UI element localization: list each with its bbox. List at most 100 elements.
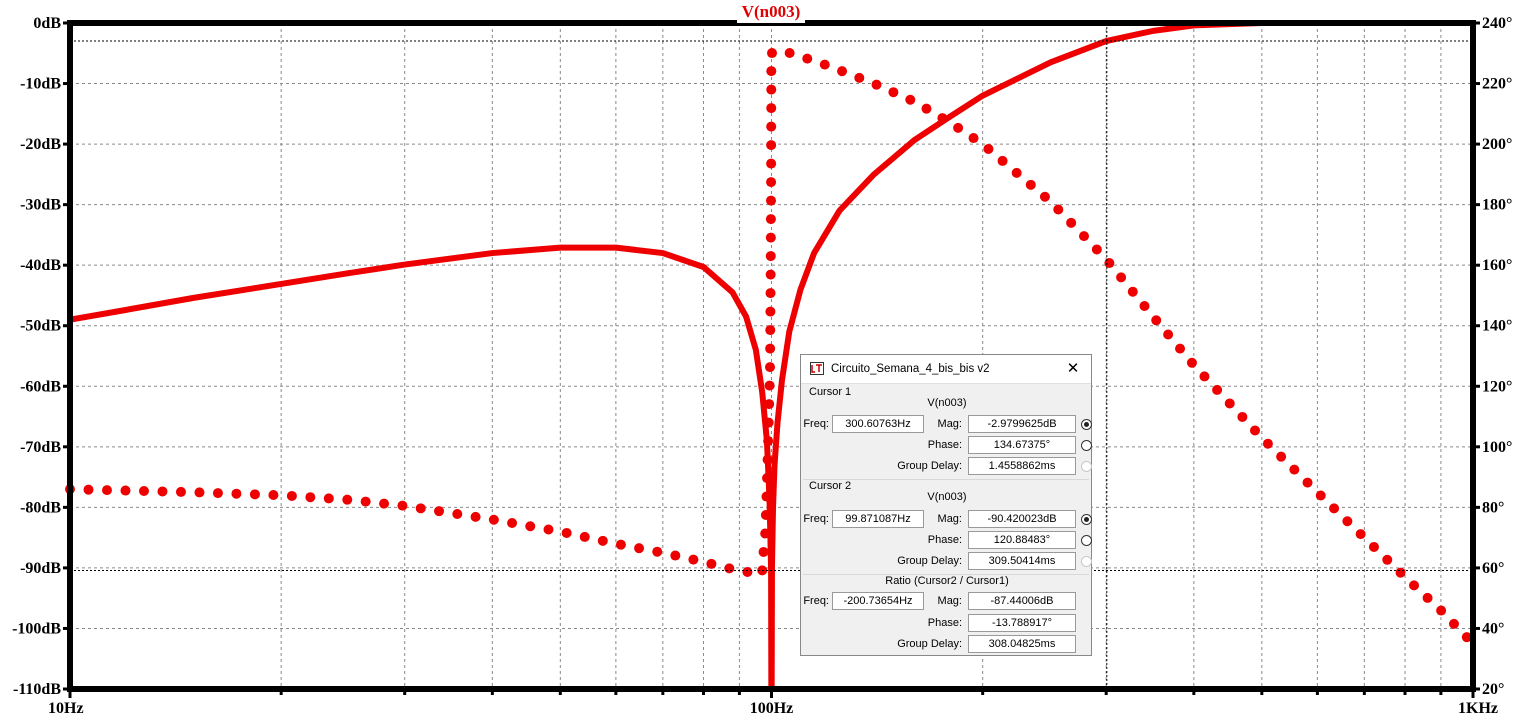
phase-trace-point bbox=[763, 417, 774, 428]
cursor1-mag-radio[interactable] bbox=[1081, 419, 1092, 430]
phase-trace-point bbox=[561, 527, 572, 538]
ratio-freq-field[interactable]: -200.73654Hz bbox=[832, 592, 924, 610]
phase-trace-point bbox=[760, 528, 771, 539]
cursor2-gd-label: Group Delay: bbox=[897, 555, 962, 567]
x-tick-label: 10Hz bbox=[48, 700, 84, 717]
cursor2-gd-field[interactable]: 309.50414ms bbox=[968, 552, 1076, 570]
phase-trace-point bbox=[1091, 244, 1102, 255]
phase-trace-point bbox=[1289, 464, 1300, 475]
cursor2-phase-field[interactable]: 120.88483° bbox=[968, 531, 1076, 549]
phase-trace-point bbox=[1368, 541, 1379, 552]
cursor1-gd-field[interactable]: 1.4558862ms bbox=[968, 457, 1076, 475]
phase-trace-point bbox=[543, 524, 554, 535]
phase-trace-point bbox=[634, 543, 645, 554]
y-left-tick-label: -70dB bbox=[20, 439, 61, 456]
phase-trace-point bbox=[765, 195, 776, 206]
cursor1-phase-radio[interactable] bbox=[1081, 440, 1092, 451]
phase-trace-point bbox=[670, 550, 681, 561]
phase-trace-point bbox=[1237, 411, 1248, 422]
cursor-dialog[interactable]: Circuito_Semana_4_bis_bis v2 ✕ Cursor 1 … bbox=[800, 354, 1092, 656]
phase-trace-point bbox=[1250, 425, 1261, 436]
cursor1-gd-radio[interactable] bbox=[1081, 461, 1092, 472]
cursor1-mag-field[interactable]: -2.9799625dB bbox=[968, 415, 1076, 433]
phase-trace-point bbox=[765, 362, 776, 373]
ratio-gd-field[interactable]: 308.04825ms bbox=[968, 635, 1076, 653]
phase-trace-point bbox=[937, 113, 948, 124]
phase-trace-point bbox=[157, 486, 168, 497]
cursor2-phase-label: Phase: bbox=[927, 534, 962, 546]
cursor1-mag-label: Mag: bbox=[937, 418, 962, 430]
y-left-tick-label: -50dB bbox=[20, 318, 61, 335]
cursor2-gd-radio[interactable] bbox=[1081, 556, 1092, 567]
phase-trace-point bbox=[766, 66, 777, 77]
phase-trace-point bbox=[784, 48, 795, 59]
y-right-tick-label: 160° bbox=[1482, 257, 1512, 274]
phase-trace-point bbox=[765, 251, 776, 262]
phase-trace-point bbox=[765, 269, 776, 280]
ratio-phase-label: Phase: bbox=[927, 617, 962, 629]
cursor1-gd-label: Group Delay: bbox=[897, 460, 962, 472]
phase-trace-point bbox=[101, 485, 112, 496]
phase-trace-point bbox=[760, 510, 771, 521]
phase-trace-point bbox=[765, 306, 776, 317]
phase-trace-point bbox=[579, 531, 590, 542]
phase-trace-point bbox=[323, 493, 334, 504]
phase-trace-point bbox=[1461, 632, 1472, 643]
phase-trace-point bbox=[762, 473, 773, 484]
cursor1-freq-field[interactable]: 300.60763Hz bbox=[832, 415, 924, 433]
cursor2-mag-radio[interactable] bbox=[1081, 514, 1092, 525]
phase-trace-point bbox=[397, 500, 408, 511]
phase-trace-point bbox=[1078, 231, 1089, 242]
ratio-heading: Ratio (Cursor2 / Cursor1) bbox=[885, 575, 1009, 587]
cursor2-phase-radio[interactable] bbox=[1081, 535, 1092, 546]
phase-trace-point bbox=[507, 517, 518, 528]
y-right-tick-label: 120° bbox=[1482, 378, 1512, 395]
ratio-mag-field[interactable]: -87.44006dB bbox=[968, 592, 1076, 610]
phase-trace-point bbox=[762, 454, 773, 465]
y-right-tick-label: 240° bbox=[1482, 15, 1512, 32]
y-left-tick-label: -20dB bbox=[20, 136, 61, 153]
y-right-tick-label: 180° bbox=[1482, 197, 1512, 214]
phase-trace-point bbox=[688, 554, 699, 565]
trace-title[interactable]: V(n003) bbox=[742, 2, 801, 21]
phase-trace-point bbox=[1199, 371, 1210, 382]
phase-trace-point bbox=[342, 494, 353, 505]
cursor2-mag-field[interactable]: -90.420023dB bbox=[968, 510, 1076, 528]
phase-trace-point bbox=[525, 521, 536, 532]
y-right-tick-label: 40° bbox=[1482, 620, 1504, 637]
phase-trace-point bbox=[837, 66, 848, 77]
phase-trace-point bbox=[706, 558, 717, 569]
x-tick-label: 1KHz bbox=[1458, 700, 1498, 717]
cursor1-phase-field[interactable]: 134.67375° bbox=[968, 436, 1076, 454]
x-axis: 10Hz 100Hz 1KHz bbox=[48, 689, 1498, 717]
cursor1-trace: V(n003) bbox=[927, 397, 967, 409]
cursor1-heading: Cursor 1 bbox=[809, 386, 852, 398]
trace-title-bg bbox=[737, 1, 805, 23]
phase-trace-point bbox=[360, 496, 371, 507]
cursor2-mag-label: Mag: bbox=[937, 513, 962, 525]
phase-trace-point bbox=[212, 488, 223, 499]
cursor2-freq-label: Freq: bbox=[803, 513, 829, 525]
phase-trace-point bbox=[1151, 315, 1162, 326]
phase-trace-point bbox=[766, 121, 777, 132]
phase-trace-point bbox=[1355, 529, 1366, 540]
phase-trace-point bbox=[1011, 167, 1022, 178]
phase-trace-point bbox=[175, 486, 186, 497]
y-right-tick-label: 100° bbox=[1482, 439, 1512, 456]
close-icon[interactable]: ✕ bbox=[1066, 360, 1080, 377]
cursor2-freq-field[interactable]: 99.871087Hz bbox=[832, 510, 924, 528]
phase-trace-point bbox=[766, 140, 777, 151]
divider bbox=[803, 574, 1089, 575]
y-left-tick-label: 0dB bbox=[33, 15, 61, 32]
cursor1-phase-label: Phase: bbox=[927, 439, 962, 451]
phase-trace-point bbox=[1116, 272, 1127, 283]
ratio-phase-field[interactable]: -13.788917° bbox=[968, 614, 1076, 632]
phase-trace-point bbox=[765, 214, 776, 225]
phase-trace-point bbox=[120, 485, 131, 496]
y-left-axis: 0dB -10dB -20dB -30dB -40dB -50dB -60dB -70dB -8… bbox=[12, 15, 70, 698]
y-left-tick-label: -90dB bbox=[20, 560, 61, 577]
dialog-titlebar[interactable]: Circuito_Semana_4_bis_bis v2 ✕ bbox=[801, 355, 1091, 384]
phase-trace-point bbox=[921, 103, 932, 114]
phase-trace-point bbox=[194, 487, 205, 498]
